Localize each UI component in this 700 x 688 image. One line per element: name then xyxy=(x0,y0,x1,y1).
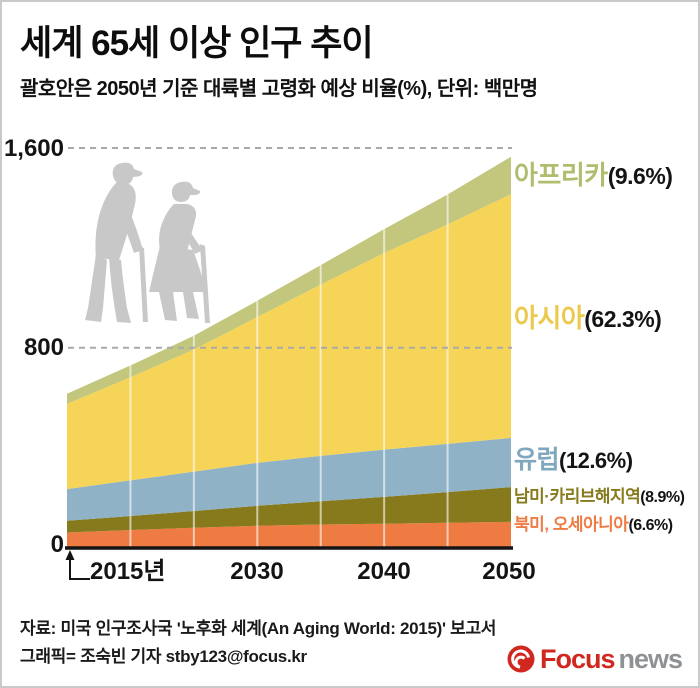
credit-note: 그래픽= 조숙빈 기자 stby123@focus.kr xyxy=(20,647,307,666)
elderly-couple-silhouette-icon xyxy=(85,162,210,323)
area-europe xyxy=(67,437,511,521)
x-tick-2030: 2030 xyxy=(230,558,284,585)
value-gridlines xyxy=(68,147,512,349)
legend-africa-share: (9.6%) xyxy=(607,163,673,189)
focus-news-logo-suffix: news xyxy=(618,643,683,674)
stacked-areas xyxy=(67,156,511,548)
legend-europe: 유럽(12.6%) xyxy=(514,448,633,473)
area-africa xyxy=(67,156,511,404)
page-title: 세계 65세 이상 인구 추이 xyxy=(20,24,374,63)
legend-latin-america-share: (8.9%) xyxy=(640,489,685,506)
legend-asia: 아시아(62.3%) xyxy=(514,303,662,333)
area-north-america-oceania xyxy=(67,521,511,548)
legend-north-america-oceania: 북미, 오세아니아(6.6%) xyxy=(514,516,673,534)
area-asia xyxy=(67,194,511,490)
focus-news-logo-icon xyxy=(507,645,535,673)
year-pointer-arrow-icon xyxy=(65,550,90,580)
focus-news-logo: Focus news xyxy=(506,643,683,674)
y-tick-1600: 1,600 xyxy=(3,135,64,162)
x-tick-2050: 2050 xyxy=(482,558,536,585)
legend-africa: 아프리카(9.6%) xyxy=(514,160,673,190)
x-tick-2015: 2015년 xyxy=(90,558,166,585)
legend-latin-america-name: 남미·카리브해지역 xyxy=(514,487,641,506)
legend-europe-name: 유럽 xyxy=(514,446,560,474)
legend-asia-name: 아시아 xyxy=(514,303,585,333)
legend-north-america-oceania-name: 북미, 오세아니아 xyxy=(514,515,629,534)
legend-latin-america: 남미·카리브해지역(8.9%) xyxy=(514,487,685,506)
year-gridlines xyxy=(129,194,449,548)
page-subtitle: 괄호안은 2050년 기준 대륙별 고령화 예상 비율(%), 단위: 백만명 xyxy=(20,78,538,100)
legend-africa-name: 아프리카 xyxy=(514,160,608,190)
x-tick-2040: 2040 xyxy=(357,558,411,585)
source-note: 자료: 미국 인구조사국 '노후화 세계(An Aging World: 201… xyxy=(20,619,497,638)
y-tick-800: 800 xyxy=(23,334,64,361)
area-latin-america-caribbean xyxy=(67,487,511,533)
legend-europe-share: (12.6%) xyxy=(559,448,633,473)
legend-north-america-oceania-share: (6.6%) xyxy=(628,517,673,534)
focus-news-logo-brand: Focus xyxy=(539,643,616,674)
y-tick-0: 0 xyxy=(50,531,64,558)
legend-asia-share: (62.3%) xyxy=(584,306,662,332)
